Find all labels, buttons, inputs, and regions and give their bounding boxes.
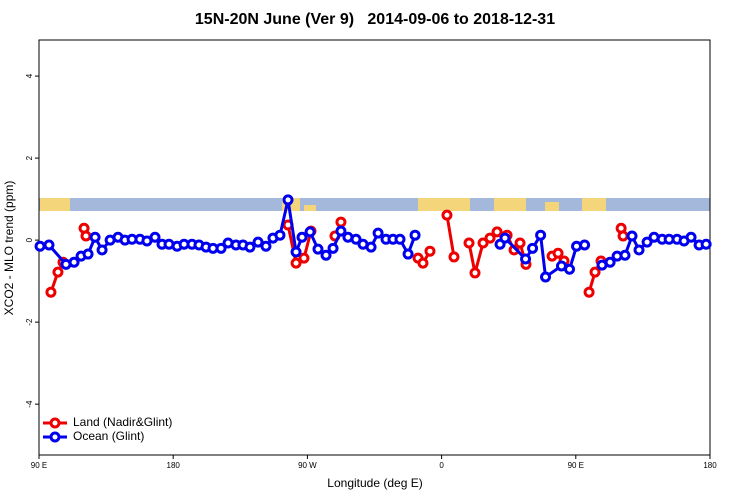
point xyxy=(274,229,286,241)
legend-label: Ocean (Glint) xyxy=(73,429,144,443)
point xyxy=(441,209,453,221)
point xyxy=(34,240,46,252)
point xyxy=(350,233,362,245)
point xyxy=(244,241,256,253)
y-tick-label: 0 xyxy=(25,237,34,242)
point xyxy=(463,237,475,249)
legend-label: Land (Nadir&Glint) xyxy=(73,415,172,429)
point xyxy=(527,242,539,254)
point xyxy=(82,248,94,260)
point xyxy=(469,267,481,279)
y-tick-label: -4 xyxy=(25,400,34,408)
point xyxy=(626,230,638,242)
point xyxy=(535,229,547,241)
point xyxy=(417,257,429,269)
y-axis-label: XCO2 - MLO trend (ppm) xyxy=(2,181,16,316)
point xyxy=(402,248,414,260)
point xyxy=(564,263,576,275)
x-tick-label: 90 E xyxy=(568,461,584,470)
point xyxy=(424,245,436,257)
point xyxy=(619,249,631,261)
point xyxy=(260,240,272,252)
point xyxy=(290,246,302,258)
point xyxy=(312,243,324,255)
point xyxy=(52,266,64,278)
point xyxy=(290,257,302,269)
x-tick-label: 0 xyxy=(439,461,444,470)
y-tick-label: -2 xyxy=(25,318,34,326)
point xyxy=(320,249,332,261)
point xyxy=(633,244,645,256)
point xyxy=(604,256,616,268)
point xyxy=(685,231,697,243)
y-tick-label: 4 xyxy=(25,73,34,78)
point xyxy=(96,244,108,256)
x-tick-label: 90 W xyxy=(298,461,317,470)
point xyxy=(89,231,101,243)
point xyxy=(80,230,92,242)
point xyxy=(641,236,653,248)
point xyxy=(579,239,591,251)
point xyxy=(448,251,460,263)
legend-marker xyxy=(49,417,61,429)
point xyxy=(365,241,377,253)
point xyxy=(617,230,629,242)
point xyxy=(298,252,310,264)
x-tick-label: 90 E xyxy=(31,461,47,470)
point xyxy=(215,242,227,254)
point xyxy=(394,233,406,245)
point xyxy=(335,216,347,228)
point xyxy=(583,286,595,298)
point xyxy=(491,226,503,238)
point xyxy=(372,227,384,239)
point xyxy=(552,247,564,259)
x-tick-label: 180 xyxy=(703,461,717,470)
point xyxy=(68,256,80,268)
point xyxy=(282,194,294,206)
point xyxy=(514,237,526,249)
point xyxy=(484,232,496,244)
chart-title: 15N-20N June (Ver 9) 2014-09-06 to 2018-… xyxy=(195,11,555,28)
point xyxy=(520,253,532,265)
x-tick-label: 180 xyxy=(167,461,181,470)
point xyxy=(304,226,316,238)
point xyxy=(477,237,489,249)
point xyxy=(296,231,308,243)
point xyxy=(499,232,511,244)
map-strip xyxy=(39,198,710,211)
legend-marker xyxy=(49,431,61,443)
point xyxy=(45,286,57,298)
y-tick-label: 2 xyxy=(25,155,34,160)
point xyxy=(540,271,552,283)
line-segment xyxy=(445,214,456,258)
point xyxy=(252,236,264,248)
point xyxy=(149,231,161,243)
line-segment xyxy=(498,230,585,280)
point xyxy=(43,239,55,251)
point xyxy=(335,225,347,237)
point xyxy=(327,242,339,254)
point xyxy=(589,266,601,278)
point xyxy=(409,229,421,241)
x-axis-label: Longitude (deg E) xyxy=(327,476,422,490)
point xyxy=(700,238,712,250)
